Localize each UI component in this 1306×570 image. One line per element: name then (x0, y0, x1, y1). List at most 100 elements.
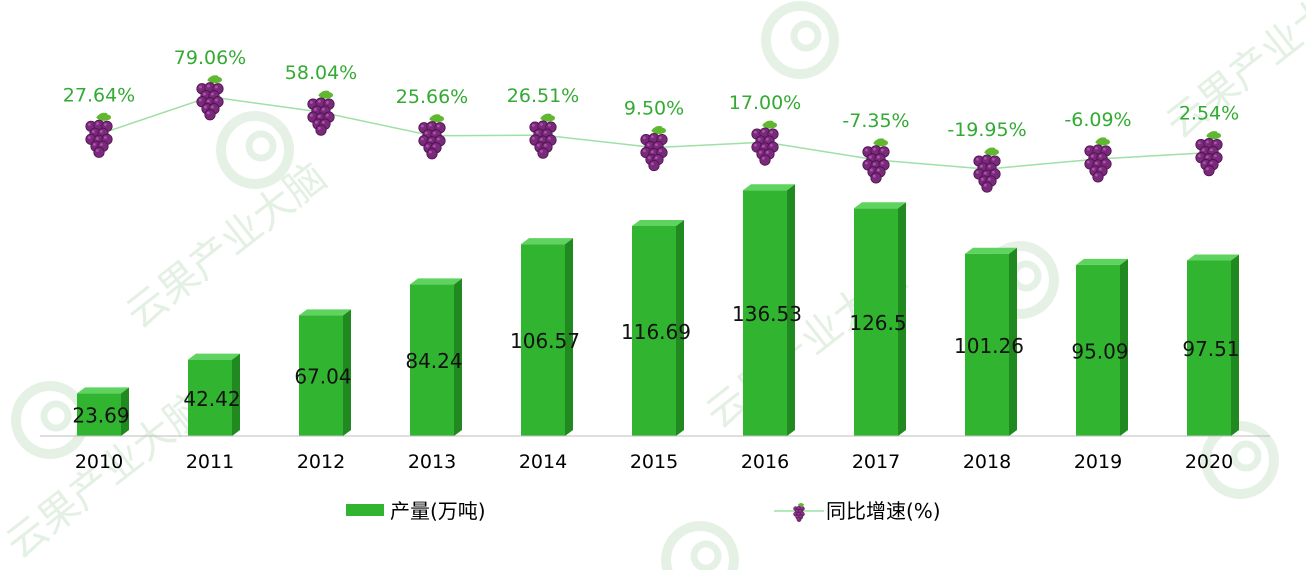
bar-series (77, 184, 1239, 436)
growth-value-label: 25.66% (396, 86, 468, 108)
x-tick-label: 2014 (519, 451, 567, 473)
grape-icon (307, 90, 335, 136)
growth-value-label: 17.00% (729, 92, 801, 114)
legend-bar-swatch (346, 504, 384, 516)
growth-value-label: 58.04% (285, 62, 357, 84)
watermark-logo (1201, 421, 1279, 499)
bar-front (188, 359, 232, 436)
bar-top (854, 202, 906, 209)
bar-top (299, 309, 351, 316)
watermark-logo (216, 111, 294, 189)
bar-top (965, 247, 1017, 254)
x-tick-label: 2011 (186, 451, 234, 473)
bar-front (299, 315, 343, 436)
bar-side (232, 353, 240, 436)
grape-icon (862, 138, 890, 184)
bar-top (1076, 258, 1128, 265)
x-tick-label: 2020 (1185, 451, 1233, 473)
grape-icon (793, 502, 805, 522)
bar-top (1187, 254, 1239, 261)
bar-side (454, 278, 462, 436)
bar-top (632, 219, 684, 226)
bar-front (1076, 264, 1120, 436)
bar-2019 (1076, 258, 1128, 436)
bar-front (410, 284, 454, 436)
grape-icon (418, 114, 446, 160)
bar-2020 (1187, 254, 1239, 436)
bar-value-labels: 23.69 42.42 67.04 84.24 106.57 116.69 136.53 12… (72, 302, 1239, 428)
bar-side (898, 202, 906, 436)
x-tick-label: 2017 (852, 451, 900, 473)
bar-2014 (521, 238, 573, 436)
bar-front (77, 393, 121, 436)
bar-value-label: 136.53 (732, 302, 802, 326)
x-tick-label: 2012 (297, 451, 345, 473)
bar-side (676, 219, 684, 436)
growth-value-label: 9.50% (624, 98, 684, 120)
growth-markers (85, 75, 1223, 193)
growth-value-label: -6.09% (1064, 109, 1131, 131)
bar-2010 (77, 387, 129, 436)
grape-icon (85, 112, 113, 158)
bar-value-label: 101.26 (954, 334, 1024, 358)
legend-item-growth: 同比增速(%) (774, 499, 941, 523)
bar-side (1009, 247, 1017, 436)
grape-icon (196, 75, 224, 121)
bar-front (521, 244, 565, 436)
bar-2018 (965, 247, 1017, 436)
bar-top (743, 184, 795, 191)
legend-item-production: 产量(万吨) (346, 499, 486, 523)
grape-icon (1084, 137, 1112, 183)
bar-side (787, 184, 795, 436)
bar-top (188, 353, 240, 360)
legend: 产量(万吨) 同比增速(%) (346, 499, 941, 523)
bar-front (1187, 260, 1231, 436)
bar-value-label: 95.09 (1071, 339, 1128, 363)
x-tick-label: 2019 (1074, 451, 1122, 473)
x-tick-label: 2010 (75, 451, 123, 473)
watermark-text: 云果产业大脑 (1158, 0, 1306, 148)
bar-value-label: 84.24 (405, 349, 462, 373)
bar-value-label: 42.42 (183, 387, 240, 411)
bar-front (743, 190, 787, 436)
bar-top (410, 278, 462, 285)
x-tick-label: 2015 (630, 451, 678, 473)
legend-label-production: 产量(万吨) (390, 499, 486, 523)
grape-icon (793, 502, 805, 522)
growth-value-label: 79.06% (174, 47, 246, 69)
bar-2015 (632, 219, 684, 436)
bar-value-label: 116.69 (621, 320, 691, 344)
grape-icon (1195, 131, 1223, 177)
bar-value-label: 97.51 (1182, 337, 1239, 361)
x-tick-label: 2016 (741, 451, 789, 473)
watermark-text: 云果产业大脑 (118, 154, 335, 338)
growth-value-label: 27.64% (63, 84, 135, 106)
watermark-logo (661, 521, 739, 570)
bar-front (632, 225, 676, 436)
growth-value-labels: 27.64% 79.06% 58.04% 25.66% 26.51% 9.50% 17.00… (63, 47, 1239, 141)
grape-icon (973, 147, 1001, 193)
bar-side (1231, 254, 1239, 436)
bar-value-label: 23.69 (72, 404, 129, 428)
bar-value-label: 67.04 (294, 365, 351, 389)
x-tick-label: 2018 (963, 451, 1011, 473)
grape-icon (640, 126, 668, 172)
bar-value-label: 126.5 (849, 311, 906, 335)
growth-value-label: 2.54% (1179, 103, 1239, 125)
bar-side (565, 238, 573, 436)
bar-2012 (299, 309, 351, 436)
growth-value-label: -19.95% (947, 119, 1026, 141)
x-tick-labels: 2010 2011 2012 2013 2014 2015 2016 2017 2018 2019… (75, 451, 1233, 473)
bar-side (121, 387, 129, 436)
grape-icon (529, 113, 557, 159)
bar-value-label: 106.57 (510, 329, 580, 353)
bar-2016 (743, 184, 795, 436)
growth-value-label: -7.35% (842, 110, 909, 132)
watermark-logo (761, 1, 839, 79)
growth-value-label: 26.51% (507, 85, 579, 107)
bar-top (77, 387, 129, 394)
bar-side (1120, 258, 1128, 436)
bar-front (854, 208, 898, 436)
